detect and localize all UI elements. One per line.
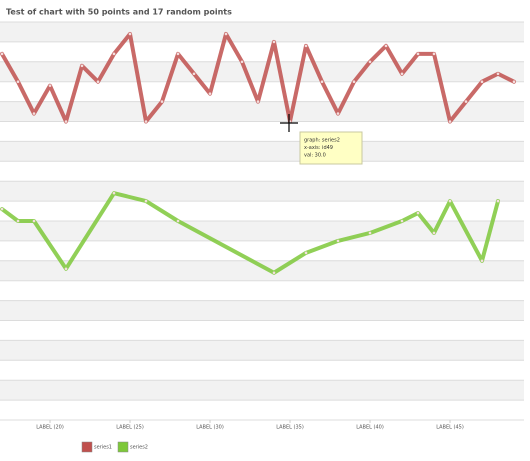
- data-point: [480, 259, 484, 263]
- data-point: [224, 32, 228, 36]
- data-point: [336, 112, 340, 115]
- data-point: [384, 44, 388, 48]
- data-point: [304, 251, 308, 255]
- band: [0, 101, 524, 122]
- data-point: [128, 32, 132, 36]
- band: [0, 61, 524, 82]
- data-point: [144, 120, 148, 123]
- plot-background: [0, 22, 524, 401]
- data-point: [352, 80, 356, 83]
- legend-label: series1: [94, 445, 112, 451]
- data-point: [176, 52, 180, 56]
- band: [0, 260, 524, 281]
- data-point: [160, 100, 164, 103]
- data-point: [496, 199, 500, 203]
- tooltip-text: val: 30.0: [304, 153, 326, 159]
- data-point: [480, 80, 484, 83]
- data-point: [112, 52, 116, 56]
- data-point: [368, 60, 372, 64]
- data-point: [176, 219, 180, 223]
- data-point: [16, 219, 20, 223]
- legend: series1 series2: [81, 441, 148, 453]
- tooltip-box: [299, 131, 363, 165]
- data-point: [400, 219, 404, 223]
- data-point: [448, 199, 452, 203]
- data-point: [416, 211, 420, 215]
- legend-swatch: [117, 441, 129, 453]
- x-tick-label: LABEL (35): [276, 425, 304, 431]
- legend-swatch: [81, 441, 93, 453]
- crosshair-cursor: [280, 114, 298, 132]
- data-point: [240, 60, 244, 64]
- band: [0, 141, 524, 162]
- data-point: [80, 64, 84, 68]
- data-point: [112, 191, 116, 195]
- x-tick-label: LABEL (45): [436, 425, 464, 431]
- data-point: [304, 44, 308, 48]
- x-tick-label: LABEL (30): [196, 425, 224, 431]
- plot: [0, 31, 516, 275]
- data-point: [496, 72, 500, 76]
- data-point: [256, 100, 260, 103]
- data-point: [320, 80, 324, 83]
- band: [0, 300, 524, 321]
- data-point: [400, 72, 404, 76]
- grid: [0, 21, 524, 423]
- band: [0, 380, 524, 401]
- data-point: [432, 231, 436, 235]
- data-point: [16, 80, 20, 83]
- data-point: [144, 199, 148, 203]
- data-point: [512, 80, 516, 83]
- x-tick-label: LABEL (40): [356, 425, 384, 431]
- chart-title: Test of chart with 50 points and 17 rand…: [6, 8, 232, 17]
- band: [0, 181, 524, 202]
- data-point: [448, 120, 452, 123]
- data-point: [336, 239, 340, 243]
- data-point: [368, 231, 372, 235]
- data-point: [0, 52, 4, 56]
- data-point: [464, 100, 468, 103]
- data-point: [64, 267, 68, 271]
- data-point: [0, 207, 4, 211]
- data-point: [64, 120, 68, 123]
- data-point: [416, 52, 420, 56]
- tooltip-text: graph: series2: [304, 138, 340, 144]
- data-point: [96, 80, 100, 83]
- data-point: [32, 219, 36, 223]
- band: [0, 22, 524, 42]
- legend-label: series2: [130, 445, 148, 451]
- band: [0, 340, 524, 361]
- x-tick-label: LABEL (25): [116, 425, 144, 431]
- data-point: [192, 72, 196, 76]
- x-tick-label: LABEL (20): [36, 425, 64, 431]
- data-point: [48, 84, 52, 87]
- data-point: [32, 112, 36, 115]
- data-point: [272, 271, 276, 275]
- data-point: [208, 92, 212, 95]
- band: [0, 221, 524, 241]
- data-point: [272, 40, 276, 44]
- data-point: [432, 52, 436, 56]
- tooltip-text: x-axis: id49: [304, 145, 333, 151]
